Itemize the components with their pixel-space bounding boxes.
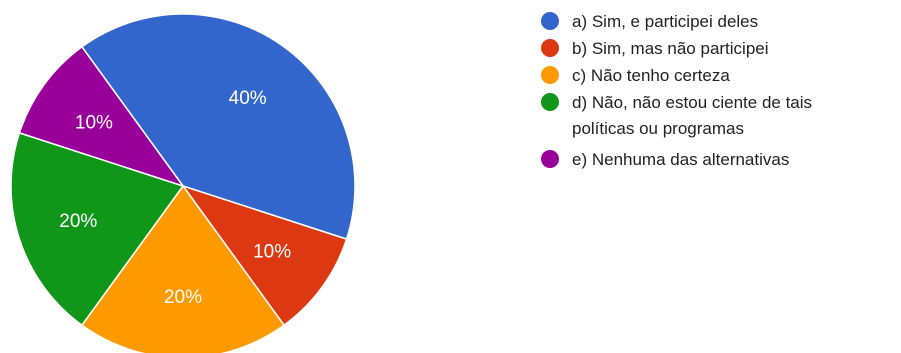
- legend-item-e: e) Nenhuma das alternativas: [541, 150, 789, 169]
- legend-label-a: a) Sim, e participei deles: [572, 12, 758, 31]
- legend-swatch-e: [541, 150, 559, 168]
- legend-label-c: c) Não tenho certeza: [572, 66, 730, 85]
- legend-swatch-d: [541, 93, 559, 111]
- legend-item-b: b) Sim, mas não participei: [541, 39, 769, 58]
- pie-slices: [10, 13, 356, 353]
- legend-label-b: b) Sim, mas não participei: [572, 39, 769, 58]
- pie-slice-b: [181, 184, 348, 327]
- slice-label-b: 10%: [253, 242, 291, 263]
- slice-label-a: 40%: [229, 88, 267, 109]
- pie-slice-a: [80, 13, 356, 241]
- legend: a) Sim, e participei deles b) Sim, mas nã…: [541, 12, 812, 169]
- legend-item-c: c) Não tenho certeza: [541, 66, 730, 85]
- legend-label-e: e) Nenhuma das alternativas: [572, 150, 789, 169]
- legend-label-d: d) Não, não estou ciente de tais política…: [572, 93, 812, 138]
- pie-slice-labels: 40% 10% 20% 20% 10%: [59, 88, 291, 308]
- slice-label-c: 20%: [164, 287, 202, 308]
- pie-slice-c: [80, 184, 286, 353]
- legend-swatch-c: [541, 66, 559, 84]
- legend-swatch-b: [541, 39, 559, 57]
- legend-item-d: d) Não, não estou ciente de tais política…: [541, 93, 812, 138]
- slice-label-e: 10%: [75, 112, 113, 133]
- legend-swatch-a: [541, 12, 559, 30]
- slice-label-d: 20%: [59, 211, 97, 232]
- pie-slice-e: [18, 45, 185, 188]
- pie-slice-d: [10, 131, 185, 327]
- legend-item-a: a) Sim, e participei deles: [541, 12, 758, 31]
